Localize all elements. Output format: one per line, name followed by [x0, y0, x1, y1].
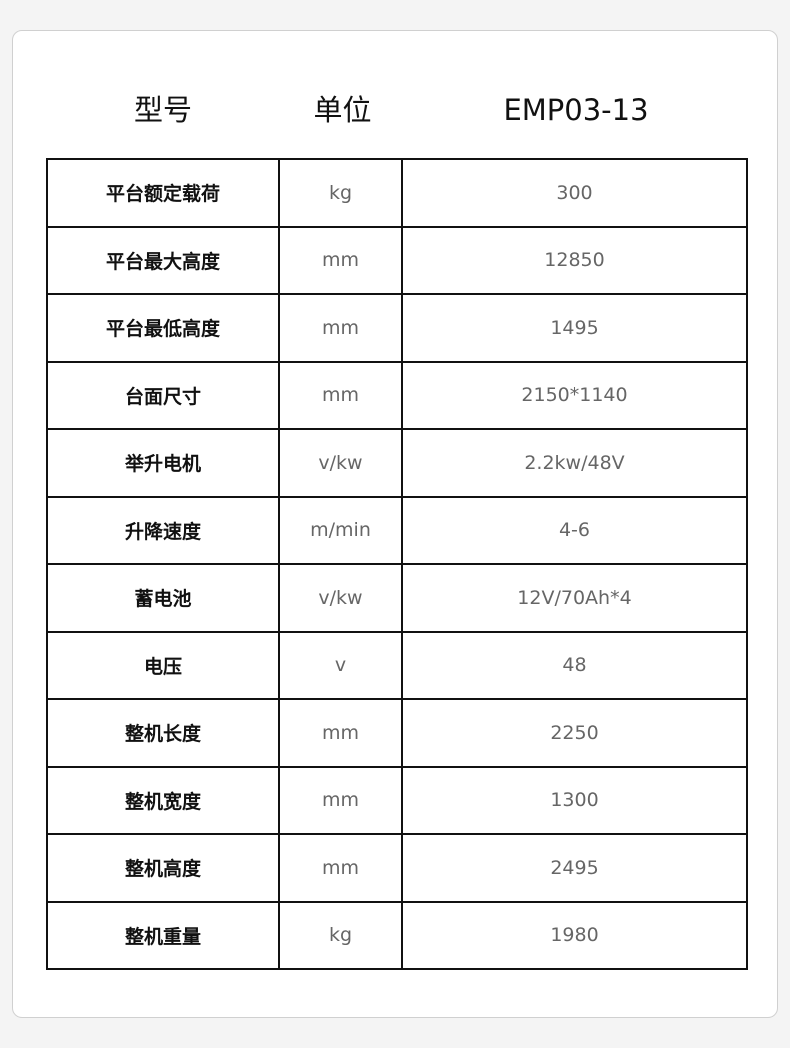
- spec-unit: mm: [278, 360, 403, 430]
- spec-unit: mm: [278, 225, 403, 295]
- spec-unit: kg: [278, 158, 403, 228]
- spec-name: 整机宽度: [46, 765, 280, 835]
- spec-value: 2495: [401, 833, 748, 903]
- spec-name: 平台额定载荷: [46, 158, 280, 228]
- table-row: 升降速度 m/min 4-6: [46, 495, 748, 565]
- table-row: 平台额定载荷 kg 300: [46, 158, 748, 228]
- table-row: 蓄电池 v/kw 12V/70Ah*4: [46, 563, 748, 633]
- spec-table: 平台额定载荷 kg 300 平台最大高度 mm 12850 平台最低高度 mm 1495 台面尺寸…: [46, 158, 748, 970]
- spec-unit: mm: [278, 698, 403, 768]
- spec-name: 整机长度: [46, 698, 280, 768]
- table-row: 平台最大高度 mm 12850: [46, 225, 748, 295]
- spec-value: 1980: [401, 900, 748, 970]
- spec-name: 平台最低高度: [46, 293, 280, 363]
- spec-value: 1495: [401, 293, 748, 363]
- spec-name: 蓄电池: [46, 563, 280, 633]
- spec-name: 举升电机: [46, 428, 280, 498]
- spec-value: 2.2kw/48V: [401, 428, 748, 498]
- spec-name: 平台最大高度: [46, 225, 280, 295]
- spec-value: 2250: [401, 698, 748, 768]
- spec-value: 2150*1140: [401, 360, 748, 430]
- table-row: 台面尺寸 mm 2150*1140: [46, 360, 748, 430]
- spec-unit: v/kw: [278, 563, 403, 633]
- spec-unit: mm: [278, 833, 403, 903]
- spec-value: 1300: [401, 765, 748, 835]
- spec-name: 电压: [46, 630, 280, 700]
- spec-unit: m/min: [278, 495, 403, 565]
- spec-value: 12V/70Ah*4: [401, 563, 748, 633]
- spec-name: 台面尺寸: [46, 360, 280, 430]
- spec-unit: v: [278, 630, 403, 700]
- spec-name: 整机重量: [46, 900, 280, 970]
- spec-value: 12850: [401, 225, 748, 295]
- spec-unit: v/kw: [278, 428, 403, 498]
- spec-value: 4-6: [401, 495, 748, 565]
- header-model-label: 型号: [133, 93, 192, 127]
- spec-name: 升降速度: [46, 495, 280, 565]
- header-unit-label: 单位: [313, 93, 372, 127]
- table-row: 整机重量 kg 1980: [46, 900, 748, 970]
- table-row: 平台最低高度 mm 1495: [46, 293, 748, 363]
- table-row: 整机长度 mm 2250: [46, 698, 748, 768]
- spec-unit: mm: [278, 293, 403, 363]
- spec-unit: kg: [278, 900, 403, 970]
- spec-value: 300: [401, 158, 748, 228]
- table-row: 举升电机 v/kw 2.2kw/48V: [46, 428, 748, 498]
- table-row: 整机高度 mm 2495: [46, 833, 748, 903]
- header-model-value: EMP03-13: [503, 93, 649, 127]
- table-row: 整机宽度 mm 1300: [46, 765, 748, 835]
- spec-value: 48: [401, 630, 748, 700]
- table-row: 电压 v 48: [46, 630, 748, 700]
- spec-unit: mm: [278, 765, 403, 835]
- spec-name: 整机高度: [46, 833, 280, 903]
